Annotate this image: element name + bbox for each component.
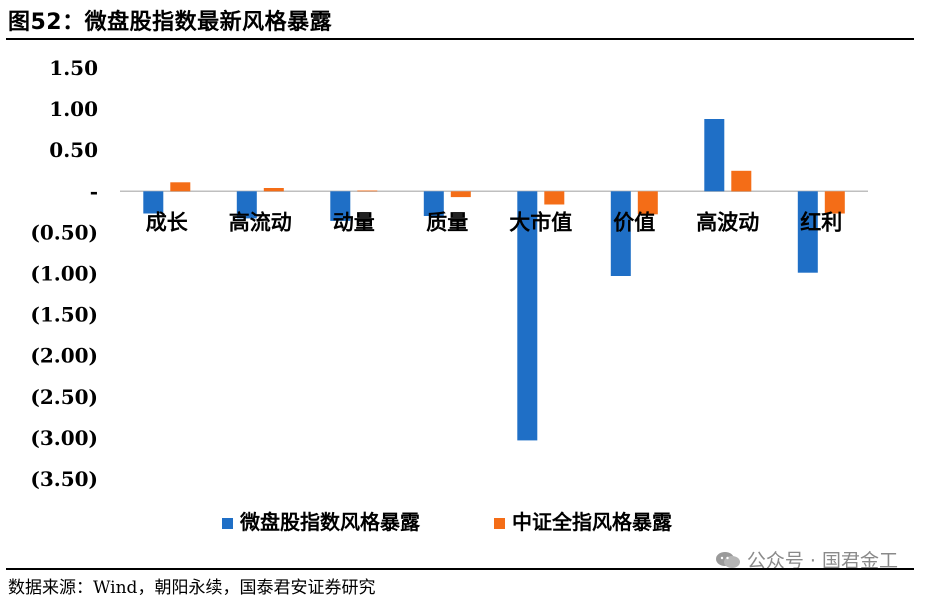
title-divider — [6, 38, 914, 40]
legend-label-series2: 中证全指风格暴露 — [512, 510, 673, 534]
bar-series2-1 — [263, 188, 284, 192]
legend-swatch-series1 — [222, 518, 233, 529]
bar-series2-6 — [731, 170, 752, 192]
y-tick-label: (0.50) — [30, 220, 98, 244]
bar-series2-0 — [170, 182, 191, 192]
x-category-label: 成长 — [146, 210, 189, 234]
y-tick-label: - — [90, 179, 98, 203]
watermark: 公众号 · 国君金工 — [715, 546, 898, 573]
y-tick-label: (2.00) — [30, 344, 98, 368]
bar-series1-5 — [610, 191, 631, 276]
x-category-label: 动量 — [333, 210, 375, 234]
x-category-label: 高波动 — [696, 210, 759, 234]
y-tick-label: 0.50 — [49, 138, 98, 162]
y-tick-label: (1.50) — [30, 303, 98, 327]
bar-series2-2 — [357, 190, 378, 192]
legend: 微盘股指数风格暴露 中证全指风格暴露 — [222, 510, 673, 534]
bar-series2-5 — [637, 191, 658, 215]
y-tick-label: (3.50) — [30, 467, 98, 491]
bar-series1-1 — [236, 191, 257, 219]
y-tick-label: (1.00) — [30, 262, 98, 286]
y-tick-label: 1.00 — [49, 97, 98, 121]
y-axis-ticks: 1.50 1.00 0.50 - (0.50) (1.00) (1.50) (2.00) (2.… — [30, 56, 98, 491]
bar-series1-3 — [423, 191, 444, 216]
bar-series2-4 — [544, 191, 565, 205]
y-tick-label: (3.00) — [30, 426, 98, 450]
legend-label-series1: 微盘股指数风格暴露 — [239, 510, 421, 534]
y-tick-label: (2.50) — [30, 385, 98, 409]
x-category-label: 高流动 — [229, 210, 292, 234]
x-axis-labels: 成长 高流动 动量 质量 大市值 价值 高波动 红利 — [146, 210, 842, 234]
bar-series1-0 — [143, 191, 164, 214]
figure-title: 图52：微盘股指数最新风格暴露 — [8, 10, 333, 35]
bar-series2-7 — [824, 191, 845, 214]
bar-series1-4 — [517, 191, 538, 441]
bars — [143, 119, 845, 441]
bar-series1-7 — [797, 191, 818, 273]
bar-chart: 1.50 1.00 0.50 - (0.50) (1.00) (1.50) (2.00) (2.… — [30, 56, 868, 534]
x-category-label: 大市值 — [509, 210, 572, 234]
wechat-icon — [715, 551, 740, 568]
x-category-label: 红利 — [800, 210, 842, 234]
legend-swatch-series2 — [494, 518, 505, 529]
bar-series1-2 — [330, 191, 351, 221]
x-category-label: 价值 — [613, 210, 655, 234]
watermark-text: 公众号 · 国君金工 — [746, 550, 898, 572]
y-tick-label: 1.50 — [49, 56, 98, 80]
source-divider — [6, 568, 914, 570]
x-category-label: 质量 — [426, 210, 468, 234]
bar-series2-3 — [450, 191, 471, 198]
source-note: 数据来源：Wind，朝阳永续，国泰君安证券研究 — [8, 578, 376, 598]
bar-series1-6 — [704, 119, 725, 192]
